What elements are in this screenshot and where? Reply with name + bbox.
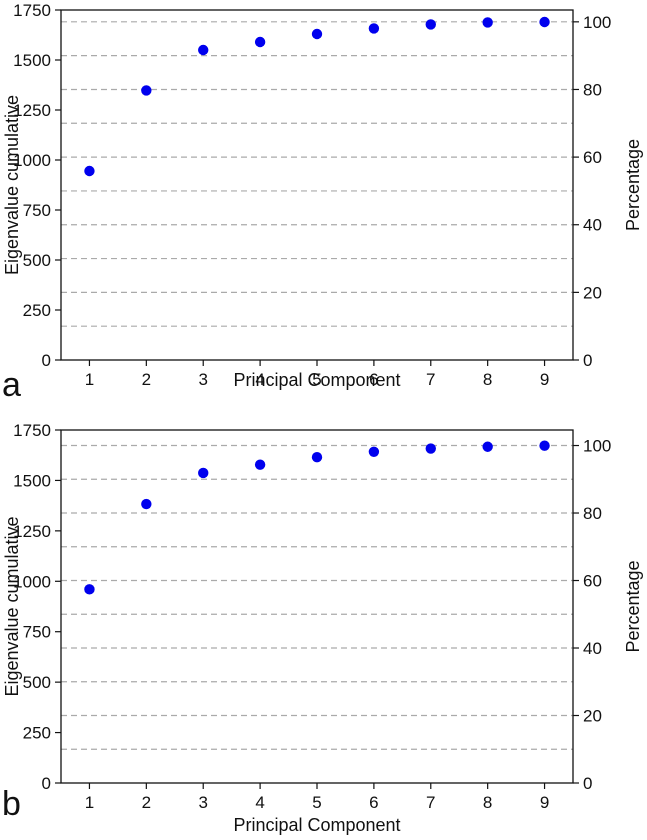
chart-panel-a: 0 250 500 750 1000 1250 1500 1750 0 20 40 60 80 100 1 2… <box>2 1 643 404</box>
y-right-tick-label: 100 <box>583 13 611 32</box>
x-tick-label: 3 <box>198 793 207 812</box>
y-right-tick-label: 20 <box>583 283 602 302</box>
y-tick-label: 750 <box>23 201 51 220</box>
y-tick-label: 1000 <box>13 572 51 591</box>
data-point <box>254 459 266 470</box>
x-tick-label: 6 <box>369 793 378 812</box>
data-point <box>539 16 550 28</box>
x-tick-label: 4 <box>255 793 264 812</box>
x-tick-label: 2 <box>142 370 151 389</box>
y-right-tick-label: 0 <box>583 774 592 793</box>
data-point <box>425 19 436 30</box>
x-tick-label: 9 <box>540 793 549 812</box>
x-tick-label: 7 <box>426 370 435 389</box>
y-right-tick-label: 20 <box>583 707 602 726</box>
y-right-tick-label: 80 <box>583 80 602 99</box>
y-tick-label: 500 <box>23 673 51 692</box>
y-right-tick-label: 40 <box>583 216 602 235</box>
y-tick-label: 1750 <box>13 421 51 440</box>
y-tick-label: 1250 <box>13 101 51 120</box>
data-point <box>425 443 436 454</box>
x-tick-label: 5 <box>312 370 321 389</box>
y-right-axis-label: Percentage <box>623 560 643 652</box>
data-point <box>482 441 493 452</box>
x-tick-label: 4 <box>255 370 264 389</box>
data-point <box>254 36 266 48</box>
y-tick-label: 0 <box>42 774 51 793</box>
x-axis-label: Principal Component <box>233 815 400 835</box>
y-right-tick-label: 60 <box>583 148 602 167</box>
x-tick-label: 1 <box>85 793 94 812</box>
y-tick-label: 250 <box>23 301 51 320</box>
y-right-tick-label: 40 <box>583 639 602 658</box>
x-tick-label: 1 <box>85 370 94 389</box>
data-point <box>311 28 323 40</box>
y-right-tick-label: 0 <box>583 351 592 370</box>
x-tick-label: 7 <box>426 793 435 812</box>
data-point <box>368 446 380 457</box>
data-point <box>198 44 209 56</box>
x-tick-label: 8 <box>483 793 492 812</box>
y-tick-label: 1750 <box>13 1 51 20</box>
data-point <box>84 165 95 177</box>
y-right-axis-label: Percentage <box>623 139 643 231</box>
y-tick-label: 250 <box>23 724 51 743</box>
y-right-tick-label: 80 <box>583 504 602 523</box>
x-tick-label: 8 <box>483 370 492 389</box>
panel-letter: b <box>2 785 21 823</box>
y-axis-label: Eigenvalue cumulative <box>2 516 22 696</box>
y-right-tick-label: 100 <box>583 437 611 456</box>
x-axis-label: Principal Component <box>233 370 400 390</box>
y-tick-label: 0 <box>42 351 51 370</box>
y-tick-label: 1500 <box>13 51 51 70</box>
y-tick-label: 1000 <box>13 151 51 170</box>
data-point <box>482 17 493 28</box>
data-point <box>198 467 209 479</box>
plot-frame <box>60 9 574 361</box>
y-tick-label: 750 <box>23 623 51 642</box>
x-tick-label: 9 <box>540 370 549 389</box>
data-point <box>141 85 152 96</box>
chart-panel-b: 0 250 500 750 1000 1250 1500 1750 0 20 40 60 80 100 1 2… <box>2 421 643 835</box>
data-point <box>84 584 95 595</box>
y-tick-label: 500 <box>23 251 51 270</box>
panel-letter: a <box>2 366 21 404</box>
x-tick-label: 2 <box>142 793 151 812</box>
y-tick-label: 1500 <box>13 471 51 490</box>
y-tick-label: 1250 <box>13 522 51 541</box>
data-point <box>311 452 323 463</box>
x-tick-label: 5 <box>312 793 321 812</box>
data-point <box>141 498 152 510</box>
data-point <box>368 23 380 34</box>
y-right-tick-label: 60 <box>583 572 602 591</box>
data-point <box>539 440 550 451</box>
x-tick-label: 3 <box>198 370 207 389</box>
x-tick-label: 6 <box>369 370 378 389</box>
plot-frame <box>60 429 574 784</box>
y-axis-label: Eigenvalue cumulative <box>2 95 22 275</box>
